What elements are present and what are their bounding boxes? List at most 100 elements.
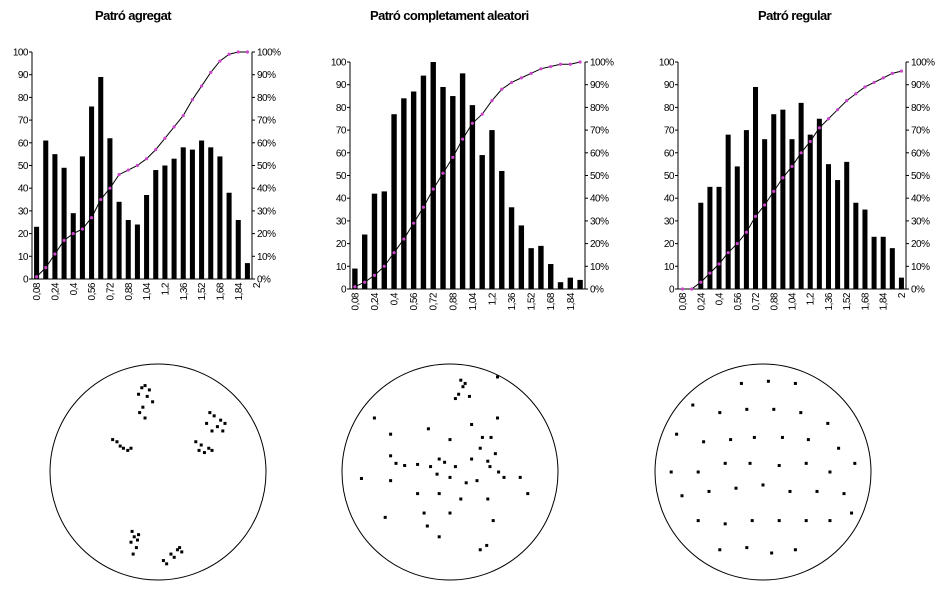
cumulative-point [392,251,396,255]
bar [450,96,456,289]
point [486,497,490,501]
cumulative-point [181,113,185,118]
bar [70,213,76,279]
cumulative-point [144,157,149,161]
y2-tick-label: 70% [911,126,930,137]
cumulative-point [568,62,572,66]
point [475,479,479,483]
point [489,435,493,439]
y2-tick-label: 90% [911,80,930,91]
point [488,465,492,469]
bar [381,191,387,289]
x-tick-label: 0,4 [715,292,726,305]
cumulative-point [199,84,204,88]
point [175,548,179,552]
point [497,470,501,474]
y-tick-label: 60 [18,138,29,149]
cumulative-point [382,264,386,268]
cumulative-point [227,52,231,56]
y-tick-label: 80 [664,103,675,114]
cumulative-point [126,168,130,172]
y-tick-label: 100 [659,58,675,69]
point [115,440,119,444]
point [467,394,471,398]
cumulative-point [245,50,250,54]
bar [125,219,131,279]
cumulative-point [690,287,694,291]
study-area-circle [654,363,872,581]
point [389,479,393,483]
x-tick-label: 1,84 [566,292,577,310]
cumulative-point [735,242,739,246]
point [526,492,530,496]
point [429,465,433,469]
point [161,559,165,563]
point [485,543,489,547]
point [437,457,441,461]
cumulative-point [117,172,121,177]
bar [371,193,378,289]
point [426,427,430,431]
bar [798,102,804,289]
chart-title: Patró agregat [95,8,172,23]
bar [528,248,534,289]
bar [208,147,214,279]
bar [34,226,40,279]
cumulative-point [753,214,758,218]
cumulative-point [826,117,831,121]
x-tick-label: 0,72 [751,292,762,310]
bar [725,134,731,289]
point [180,550,184,554]
x-tick-label: 0,4 [390,292,401,305]
cumulative-point [799,151,803,155]
point [132,535,136,539]
panel-random: Patró completament aleatori 0 10 20 30 40 50 6… [310,0,630,593]
y2-tick-label: 30% [911,216,930,227]
cumulative-point [817,126,821,130]
point [826,421,830,425]
bar [226,192,232,279]
point [457,392,461,396]
x-tick-label: 0,56 [409,292,420,310]
y-tick-label: 40 [18,184,29,195]
x-tick-label: 1,52 [842,292,853,310]
y2-tick-label: 10% [257,252,276,263]
x-tick-label: 1,52 [527,292,538,310]
cumulative-point [44,266,48,270]
point [470,457,474,461]
cumulative-point [899,69,904,73]
bar [499,170,505,289]
x-tick-label: 0,08 [678,292,689,310]
x-tick-label: 1,36 [507,292,518,310]
point [210,429,214,433]
y2-tick-label: 100% [590,58,614,69]
cumulative-point [99,197,103,202]
bar [698,202,704,289]
bar [807,134,813,289]
cumulative-point [172,125,176,129]
bar [410,91,417,289]
point [702,440,706,444]
y2-tick-label: 50% [257,161,276,172]
y-tick-label: 80 [18,93,29,104]
bar [844,161,850,289]
cumulative-point [863,85,867,89]
point [207,446,211,450]
y2-tick-label: 40% [257,184,276,195]
bar [459,73,466,289]
cumulative-point [519,76,523,80]
point [135,538,139,542]
point [422,511,426,515]
x-tick-label: 1,36 [824,292,835,310]
point [416,462,420,466]
cumulative-point [34,275,39,279]
y-tick-label: 100 [13,48,29,59]
point [723,461,727,465]
point [143,384,147,388]
y-tick-label: 20 [664,239,675,250]
bar [889,248,895,289]
point [496,416,500,420]
x-tick-label: 2 [252,282,263,288]
point [770,551,774,555]
cumulative-point [135,163,140,168]
